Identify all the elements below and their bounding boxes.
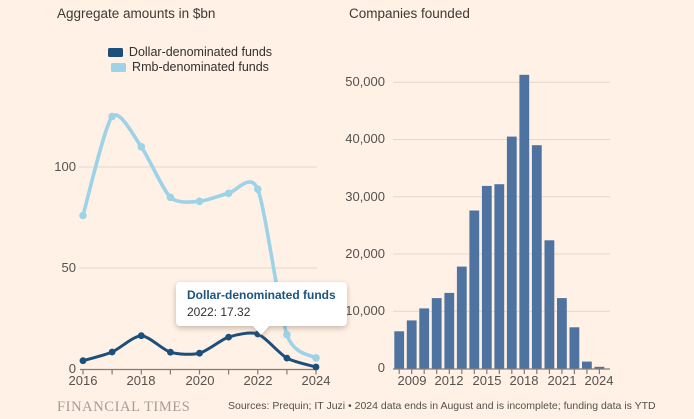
rmb-denominated-funds-point-2024[interactable] bbox=[312, 354, 320, 362]
bar-2009[interactable] bbox=[406, 320, 417, 369]
right-y-label-20000: 20,000 bbox=[345, 246, 385, 261]
right-x-label-2009: 2009 bbox=[397, 373, 427, 388]
legend-item-rmb: Rmb-denominated funds bbox=[57, 60, 323, 75]
financial-times-logo: FINANCIAL TIMES bbox=[57, 399, 191, 415]
left-y-label-100: 100 bbox=[54, 159, 76, 174]
bar-2013[interactable] bbox=[456, 266, 467, 369]
dollar-denominated-funds-point-2020[interactable] bbox=[196, 349, 203, 357]
dollar-denominated-funds-point-2016[interactable] bbox=[79, 357, 87, 365]
right-y-label-40000: 40,000 bbox=[345, 131, 385, 146]
bar-2023[interactable] bbox=[582, 361, 592, 369]
bar-2017[interactable] bbox=[506, 136, 517, 369]
left-y-label-0: 0 bbox=[68, 361, 76, 376]
rmb-series-swatch-icon bbox=[111, 63, 127, 72]
bar-2020[interactable] bbox=[544, 240, 555, 369]
bar-2022[interactable] bbox=[569, 327, 580, 369]
right-y-label-0: 0 bbox=[377, 360, 385, 375]
legend-label-rmb: Rmb-denominated funds bbox=[132, 60, 269, 74]
right-x-label-2018: 2018 bbox=[509, 373, 539, 388]
bar-2010[interactable] bbox=[419, 308, 430, 369]
rmb-denominated-funds-point-2020[interactable] bbox=[195, 197, 204, 206]
left-line-chart bbox=[79, 112, 320, 375]
legend-item-dollar: Dollar-denominated funds bbox=[57, 45, 323, 60]
right-x-label-2021: 2021 bbox=[547, 373, 577, 388]
rmb-denominated-funds-point-2019[interactable] bbox=[166, 193, 175, 202]
bar-2011[interactable] bbox=[431, 298, 442, 369]
left-y-label-50: 50 bbox=[61, 260, 76, 275]
bar-2016[interactable] bbox=[494, 184, 505, 369]
left-x-label-2018: 2018 bbox=[126, 373, 156, 388]
bar-2024[interactable] bbox=[594, 366, 605, 369]
right-bar-chart bbox=[393, 74, 610, 374]
dollar-denominated-funds-point-2017[interactable] bbox=[108, 348, 116, 356]
tooltip-value: 2022: 17.32 bbox=[187, 305, 251, 319]
right-x-label-2024: 2024 bbox=[584, 373, 614, 388]
right-y-label-10000: 10,000 bbox=[345, 303, 385, 318]
legend-label-dollar: Dollar-denominated funds bbox=[128, 45, 273, 59]
left-x-label-2016: 2016 bbox=[68, 373, 98, 388]
left-x-label-2024: 2024 bbox=[301, 373, 331, 388]
rmb-denominated-funds-point-2022[interactable] bbox=[253, 185, 262, 193]
right-y-label-30000: 30,000 bbox=[345, 189, 385, 204]
dollar-denominated-funds-point-2018[interactable] bbox=[137, 332, 145, 340]
dollar-denominated-funds-point-2021[interactable] bbox=[225, 333, 233, 341]
left-x-label-2022: 2022 bbox=[243, 373, 273, 388]
dollar-denominated-funds-point-2023[interactable] bbox=[283, 354, 291, 362]
bar-2012[interactable] bbox=[444, 292, 455, 369]
left-chart-title: Aggregate amounts in $bn bbox=[57, 6, 216, 21]
rmb-denominated-funds-point-2021[interactable] bbox=[224, 189, 233, 198]
dollar-denominated-funds-point-2024[interactable] bbox=[312, 363, 320, 371]
bar-2018[interactable] bbox=[519, 74, 530, 369]
rmb-denominated-funds-point-2016[interactable] bbox=[79, 211, 87, 220]
tooltip-series-name: Dollar-denominated funds bbox=[187, 288, 336, 302]
right-chart-title: Companies founded bbox=[349, 6, 470, 21]
rmb-denominated-funds-point-2017[interactable] bbox=[108, 112, 116, 121]
rmb-denominated-funds-point-2018[interactable] bbox=[137, 143, 146, 151]
bar-2015[interactable] bbox=[481, 185, 492, 369]
right-y-label-50000: 50,000 bbox=[345, 74, 385, 89]
rmb-denominated-funds-point-2023[interactable] bbox=[283, 330, 291, 339]
bar-2008[interactable] bbox=[394, 331, 405, 369]
sources-note: Sources: Prequin; IT Juzi • 2024 data en… bbox=[228, 400, 656, 412]
right-x-label-2012: 2012 bbox=[434, 373, 464, 388]
left-x-label-2020: 2020 bbox=[185, 373, 215, 388]
dollar-series-swatch-icon bbox=[107, 48, 123, 57]
bar-2014[interactable] bbox=[469, 210, 480, 369]
left-chart-legend: Dollar-denominated funds Rmb-denominated… bbox=[57, 45, 323, 75]
bar-2019[interactable] bbox=[531, 145, 542, 369]
bar-2021[interactable] bbox=[557, 298, 567, 369]
chart-tooltip: Dollar-denominated funds 2022: 17.32 bbox=[176, 282, 347, 335]
dollar-denominated-funds-point-2019[interactable] bbox=[167, 348, 174, 356]
right-x-label-2015: 2015 bbox=[472, 373, 502, 388]
